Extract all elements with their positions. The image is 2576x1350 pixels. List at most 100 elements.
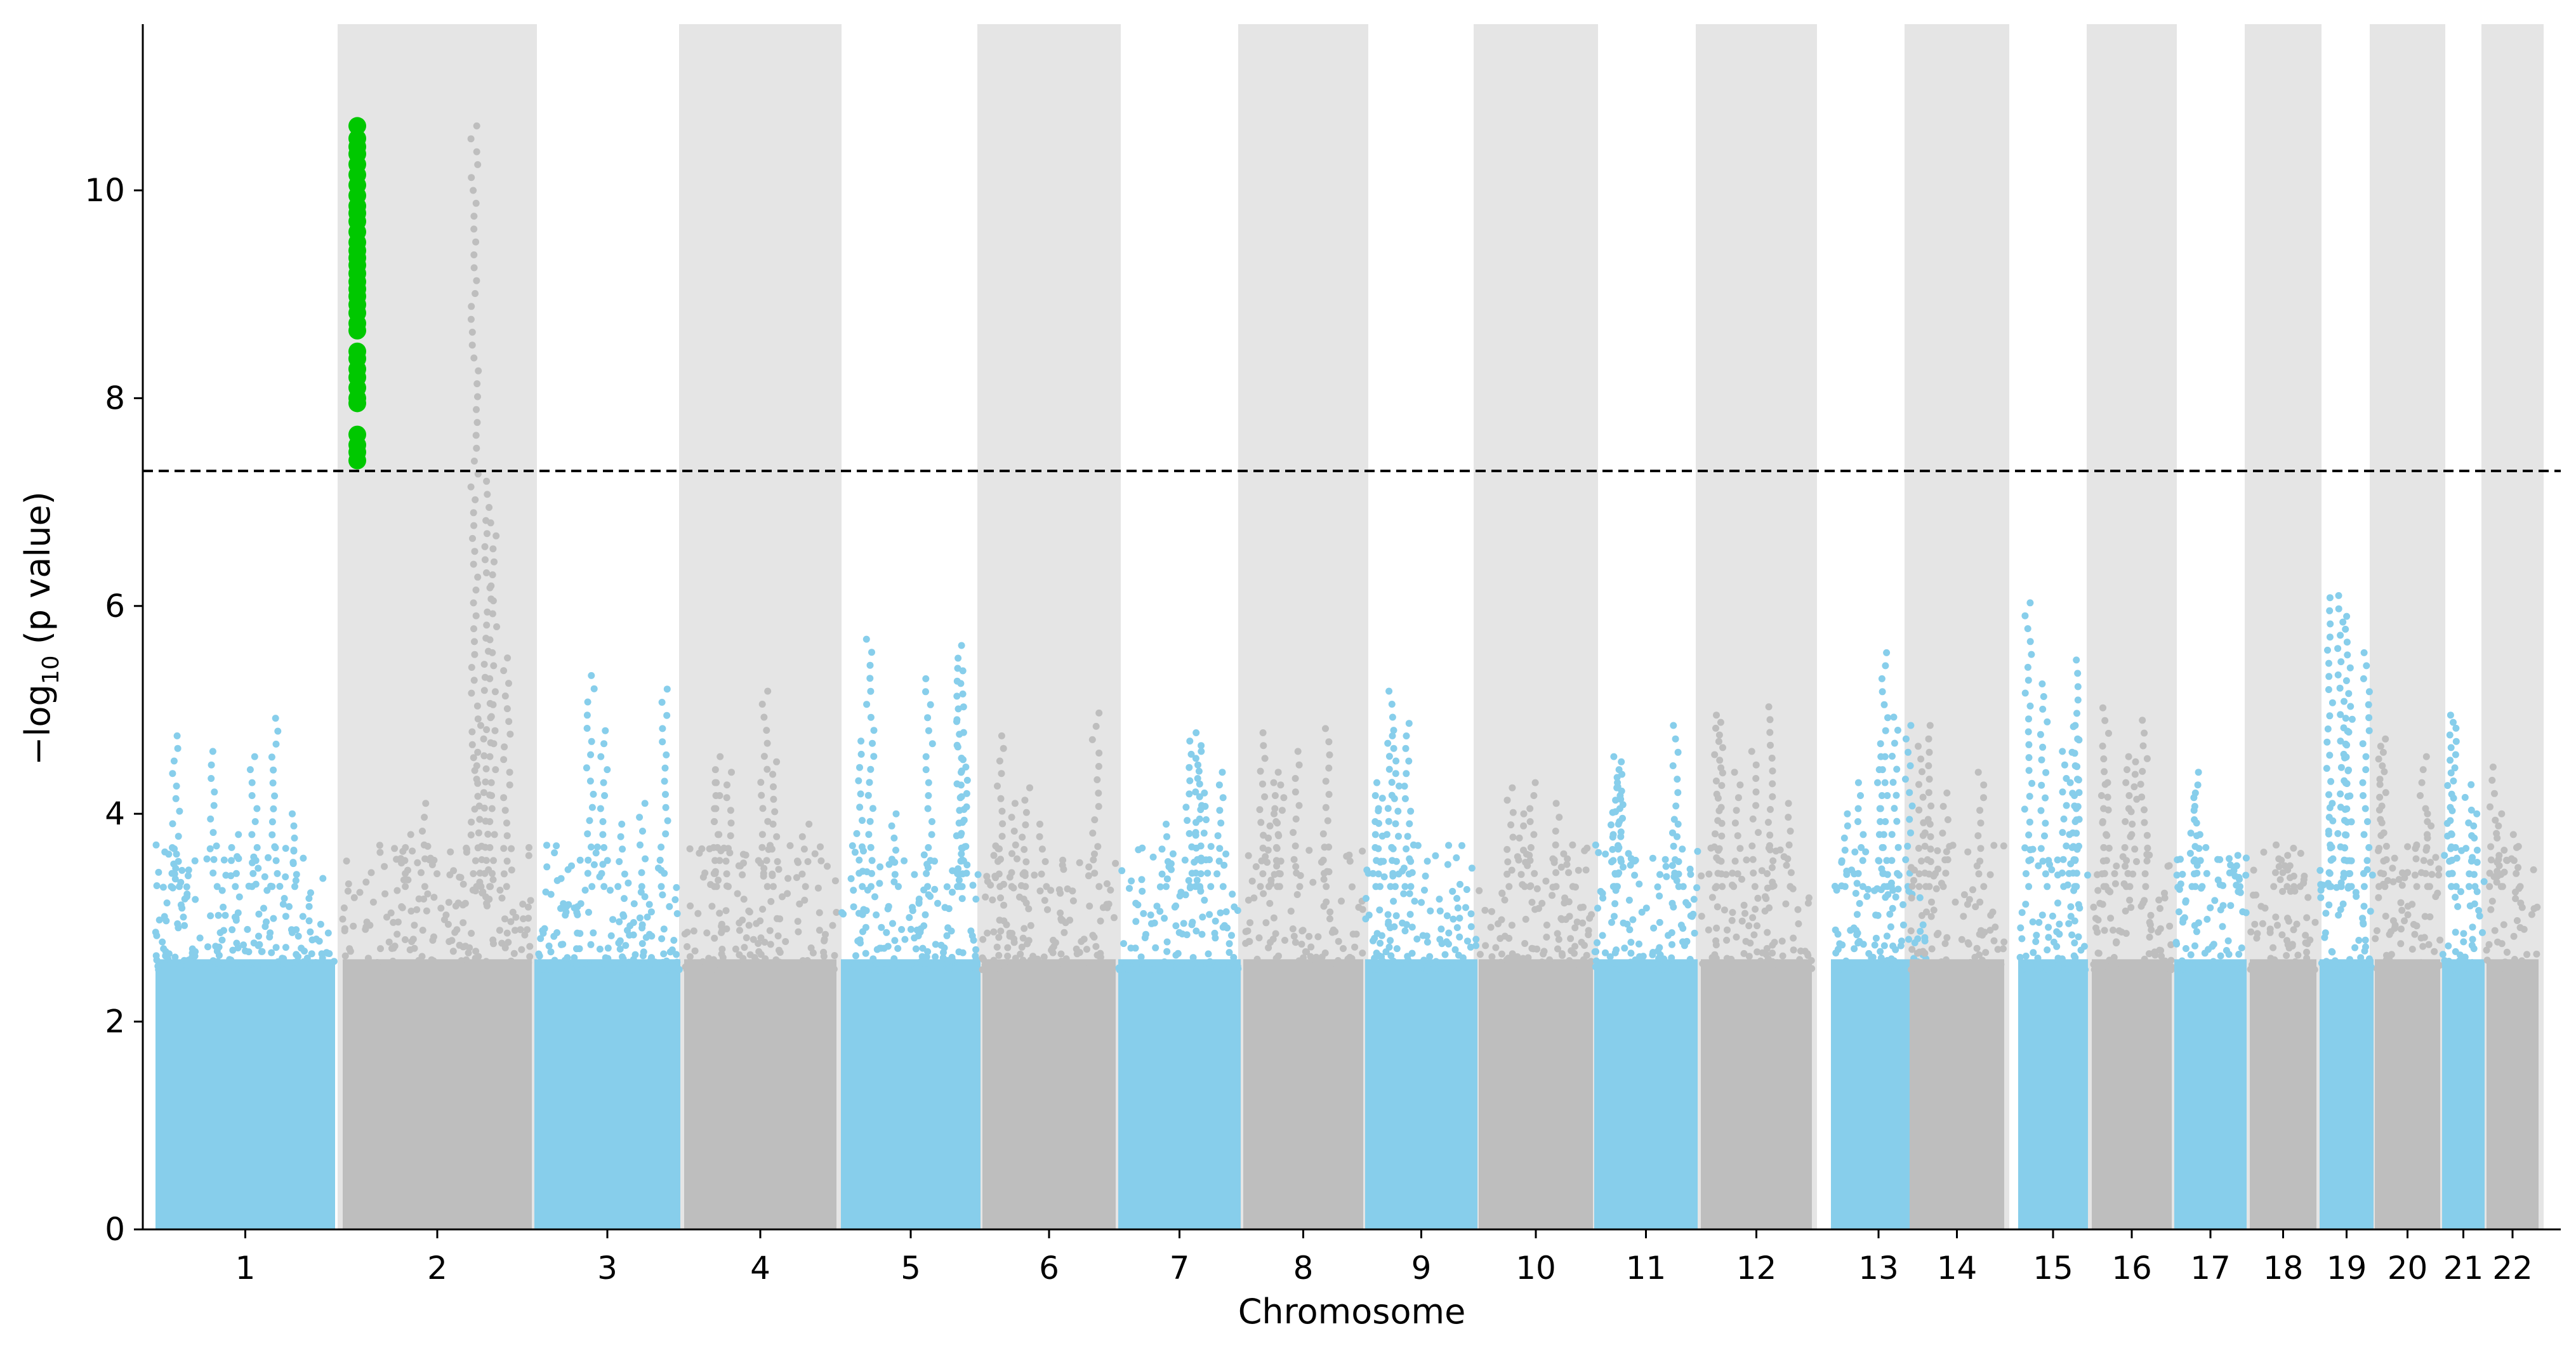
chr-12-peak-point (1711, 751, 1719, 758)
chr-21-point (2470, 945, 2478, 953)
chr-11-peak-point (1615, 821, 1622, 828)
chr-14-point (1973, 944, 1981, 952)
chr-6-point (997, 894, 1004, 902)
chr-11-point (1656, 892, 1663, 900)
chr-17-point (2204, 965, 2212, 973)
chr-3-point (577, 900, 585, 908)
chr-9-point (1404, 953, 1411, 960)
chr-12-point (1698, 872, 1705, 880)
chr-14-peak-point (1946, 843, 1953, 850)
chr-6-peak-point (1095, 883, 1103, 890)
chr-8-point (1320, 875, 1328, 883)
chr-11-points (1591, 722, 1701, 1229)
chr-2-peak-point (478, 856, 485, 863)
chr-14-point (1989, 908, 1997, 916)
chr-16-point (2167, 956, 2175, 964)
chr-2-peak-point (491, 727, 499, 734)
chr-8-peak-point (1274, 769, 1282, 776)
significant-point (348, 394, 366, 413)
chr-1-point (267, 929, 274, 937)
chr-12-point (1773, 959, 1781, 967)
chr-22-point (2503, 856, 2511, 864)
chr-19-peak-point (2348, 715, 2356, 723)
chr-16-point (2141, 897, 2148, 904)
chr-21-peak-point (2467, 857, 2475, 865)
chr-14-point (1943, 848, 1950, 856)
chr-3-peak-point (604, 857, 611, 864)
chr-5-point (876, 944, 883, 952)
chr-12-peak-point (1734, 832, 1741, 840)
chr-6-peak-point (999, 820, 1007, 828)
chr-15-peak-point (2063, 802, 2070, 809)
chr-13-peak-point (1854, 779, 1862, 786)
chr-19-peak-point (2347, 703, 2355, 710)
chr-6-point (993, 943, 1001, 951)
chr-12-peak-point (1750, 870, 1757, 877)
chr-12-peak-point (1769, 883, 1776, 890)
chr-2-peak-point (467, 135, 475, 143)
chr-10-peak-point (1531, 870, 1538, 877)
chr-4-peak-point (771, 808, 779, 816)
chr-12-peak-point (1748, 748, 1755, 755)
chr-15-peak-point (2021, 612, 2029, 619)
chr-13-peak-point (1841, 847, 1849, 854)
chr-2-point (454, 966, 461, 974)
chr-9-point (1392, 912, 1400, 920)
chr-13-peak-point (1893, 765, 1901, 773)
chr-10-point (1554, 930, 1561, 937)
chr-2-point (512, 913, 520, 921)
chr-12-point (1754, 948, 1761, 956)
chr-2-peak-point (401, 857, 409, 864)
chr-10-point (1509, 956, 1517, 963)
chr-4-point (807, 944, 815, 951)
chr-6-peak-point (1093, 776, 1101, 783)
chr-17-peak-point (2236, 883, 2243, 890)
chr-19-peak-point (2326, 751, 2334, 759)
chr-7-point (1228, 932, 1235, 939)
chr-5-peak-point (888, 822, 895, 830)
chr-9-tick-label: 9 (1411, 1250, 1432, 1287)
chr-13-point (1868, 954, 1875, 962)
chr-1-point (214, 958, 221, 965)
chr-11-point (1595, 849, 1602, 856)
chr-14-peak-point (1915, 781, 1922, 788)
chr-2-point (498, 894, 506, 902)
chr-15-point (2033, 932, 2040, 939)
chr-1-point (221, 911, 229, 919)
chr-2-point (472, 948, 480, 955)
chr-5-point (974, 871, 982, 878)
chr-8-point (1347, 965, 1355, 972)
chr-15-peak-point (2026, 818, 2033, 826)
chr-12-point (1795, 920, 1802, 927)
chr-9-peak-point (1389, 732, 1396, 739)
chr-14-peak-point (1915, 806, 1923, 814)
chr-2-point (456, 941, 463, 949)
chr-5-peak-point (925, 792, 932, 799)
chr-7-point (1134, 901, 1142, 909)
chr-4-points (681, 687, 840, 1229)
chr-17-point (2182, 945, 2190, 952)
chr-9-point (1395, 962, 1403, 969)
chr-1-peak-point (293, 871, 300, 878)
chr-3-point (546, 966, 554, 974)
chr-2-peak-point (474, 161, 482, 168)
chr-14-peak-point (1975, 870, 1983, 878)
chr-6-peak-point (997, 795, 1005, 802)
chr-9-peak-point (1392, 883, 1399, 890)
chr-8-peak-point (1261, 793, 1269, 800)
chr-18-point (2292, 958, 2299, 965)
chr-8-point (1292, 965, 1300, 973)
chr-13-point (1847, 927, 1854, 934)
chr-15-point (2035, 862, 2042, 870)
chr-13-peak-point (1883, 857, 1891, 864)
chr-7-point (1225, 949, 1233, 956)
chr-5-point (860, 906, 868, 913)
chr-11-point (1656, 944, 1663, 951)
chr-5-point (920, 922, 928, 930)
chr-2-peak-point (487, 714, 494, 722)
chr-12-peak-point (1769, 857, 1777, 864)
chr-6-point (1016, 893, 1023, 901)
chr-16-point (2166, 922, 2174, 930)
chr-6-peak-point (1022, 883, 1029, 890)
chr-11-point (1693, 884, 1701, 892)
